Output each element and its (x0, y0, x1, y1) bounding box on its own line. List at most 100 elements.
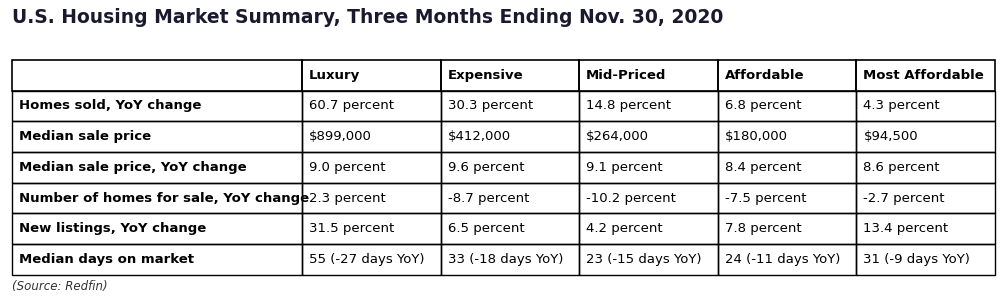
Bar (302, 152, 441, 183)
Bar (579, 121, 718, 152)
Bar (441, 152, 579, 183)
Text: 4.2 percent: 4.2 percent (586, 222, 663, 235)
Bar (718, 244, 856, 275)
Bar (579, 244, 718, 275)
Bar (12, 213, 302, 244)
Bar (12, 244, 302, 275)
Text: -2.7 percent: -2.7 percent (863, 192, 945, 204)
Bar (856, 121, 995, 152)
Text: -10.2 percent: -10.2 percent (586, 192, 676, 204)
Bar (12, 60, 302, 91)
Bar (441, 244, 579, 275)
Text: 31 (-9 days YoY): 31 (-9 days YoY) (863, 253, 970, 266)
Text: Affordable: Affordable (725, 69, 804, 82)
Text: 6.5 percent: 6.5 percent (448, 222, 524, 235)
Text: 33 (-18 days YoY): 33 (-18 days YoY) (448, 253, 563, 266)
Bar (302, 244, 441, 275)
Bar (718, 91, 856, 121)
Text: 9.1 percent: 9.1 percent (586, 161, 663, 174)
Bar (302, 91, 441, 121)
Text: -7.5 percent: -7.5 percent (725, 192, 806, 204)
Text: 8.6 percent: 8.6 percent (863, 161, 940, 174)
Bar (441, 60, 579, 91)
Bar (441, 213, 579, 244)
Bar (856, 183, 995, 213)
Bar (12, 121, 302, 152)
Bar (302, 121, 441, 152)
Bar (718, 213, 856, 244)
Bar (302, 60, 441, 91)
Bar (856, 152, 995, 183)
Text: 8.4 percent: 8.4 percent (725, 161, 801, 174)
Bar (856, 213, 995, 244)
Bar (718, 183, 856, 213)
Bar (302, 91, 441, 121)
Text: New listings, YoY change: New listings, YoY change (19, 222, 206, 235)
Text: $94,500: $94,500 (863, 130, 918, 143)
Bar (579, 91, 718, 121)
Bar (12, 121, 302, 152)
Text: (Source: Redfin): (Source: Redfin) (12, 280, 108, 293)
Text: Homes sold, YoY change: Homes sold, YoY change (19, 99, 201, 112)
Text: 30.3 percent: 30.3 percent (448, 99, 533, 112)
Bar (856, 213, 995, 244)
Text: 2.3 percent: 2.3 percent (309, 192, 386, 204)
Bar (579, 152, 718, 183)
Bar (302, 183, 441, 213)
Bar (856, 60, 995, 91)
Text: 9.0 percent: 9.0 percent (309, 161, 385, 174)
Bar (579, 183, 718, 213)
Bar (12, 91, 302, 121)
Bar (302, 152, 441, 183)
Text: Median sale price: Median sale price (19, 130, 151, 143)
Text: $899,000: $899,000 (309, 130, 372, 143)
Text: Luxury: Luxury (309, 69, 360, 82)
Text: Number of homes for sale, YoY change: Number of homes for sale, YoY change (19, 192, 309, 204)
Bar (718, 60, 856, 91)
Text: $264,000: $264,000 (586, 130, 649, 143)
Bar (441, 152, 579, 183)
Bar (579, 121, 718, 152)
Bar (12, 152, 302, 183)
Text: 9.6 percent: 9.6 percent (448, 161, 524, 174)
Bar (302, 60, 441, 91)
Bar (856, 60, 995, 91)
Bar (856, 244, 995, 275)
Bar (856, 152, 995, 183)
Bar (441, 183, 579, 213)
Bar (856, 121, 995, 152)
Text: U.S. Housing Market Summary, Three Months Ending Nov. 30, 2020: U.S. Housing Market Summary, Three Month… (12, 8, 723, 27)
Bar (12, 183, 302, 213)
Bar (856, 183, 995, 213)
Text: Median sale price, YoY change: Median sale price, YoY change (19, 161, 247, 174)
Bar (441, 91, 579, 121)
Text: 4.3 percent: 4.3 percent (863, 99, 940, 112)
Bar (302, 213, 441, 244)
Bar (579, 213, 718, 244)
Bar (441, 213, 579, 244)
Bar (718, 152, 856, 183)
Bar (718, 244, 856, 275)
Text: 31.5 percent: 31.5 percent (309, 222, 394, 235)
Bar (441, 60, 579, 91)
Text: -8.7 percent: -8.7 percent (448, 192, 529, 204)
Bar (718, 60, 856, 91)
Text: Median days on market: Median days on market (19, 253, 194, 266)
Bar (579, 152, 718, 183)
Bar (302, 213, 441, 244)
Text: $412,000: $412,000 (448, 130, 511, 143)
Text: $180,000: $180,000 (725, 130, 788, 143)
Text: Mid-Priced: Mid-Priced (586, 69, 667, 82)
Bar (856, 244, 995, 275)
Bar (12, 183, 302, 213)
Bar (579, 60, 718, 91)
Text: 14.8 percent: 14.8 percent (586, 99, 671, 112)
Text: 23 (-15 days YoY): 23 (-15 days YoY) (586, 253, 702, 266)
Bar (856, 91, 995, 121)
Bar (302, 121, 441, 152)
Text: 60.7 percent: 60.7 percent (309, 99, 394, 112)
Bar (12, 244, 302, 275)
Text: 13.4 percent: 13.4 percent (863, 222, 949, 235)
Bar (718, 213, 856, 244)
Text: 24 (-11 days YoY): 24 (-11 days YoY) (725, 253, 840, 266)
